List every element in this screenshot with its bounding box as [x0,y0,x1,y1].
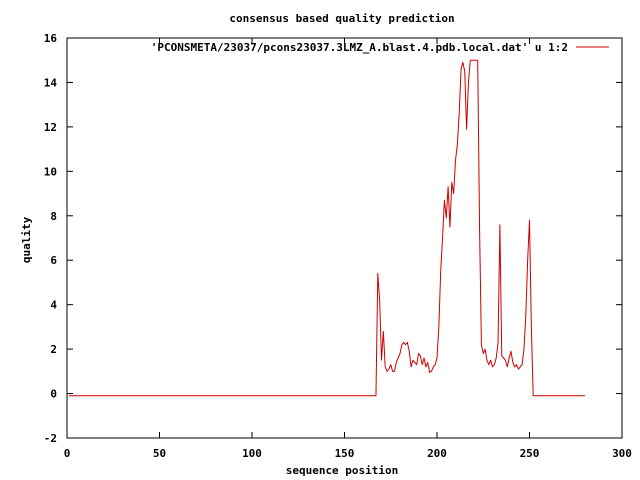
series-line [68,59,585,397]
x-tick-label: 50 [153,447,166,460]
y-tick-label: 4 [50,299,57,312]
y-tick-label: 8 [50,210,57,223]
y-tick-label: 10 [44,165,57,178]
x-tick-label: 300 [612,447,632,460]
ticks: 0 50 100 150 200 250 300 -2 0 2 4 6 8 10 12 14 16 [44,32,632,460]
y-tick-label: 6 [50,254,57,267]
x-axis-label: sequence position [286,464,399,477]
y-axis-label: quality [20,216,33,263]
x-tick-label: 200 [427,447,447,460]
y-tick-label: -2 [44,432,57,445]
y-tick-label: 14 [44,76,58,89]
axes [66,37,623,439]
x-tick-label: 150 [335,447,355,460]
plot-frame [66,37,623,439]
y-tick-label: 12 [44,121,57,134]
chart-title: consensus based quality prediction [229,12,454,25]
x-tick-label: 0 [64,447,71,460]
y-tick-label: 2 [50,343,57,356]
y-tick-label: 16 [44,32,58,45]
legend: 'PCONSMETA/23037/pcons23037.3LMZ_A.blast… [151,41,609,54]
y-tick-label: 0 [50,388,57,401]
legend-label: 'PCONSMETA/23037/pcons23037.3LMZ_A.blast… [151,41,568,54]
x-tick-label: 250 [520,447,540,460]
series-group [68,59,585,397]
x-tick-label: 100 [242,447,262,460]
